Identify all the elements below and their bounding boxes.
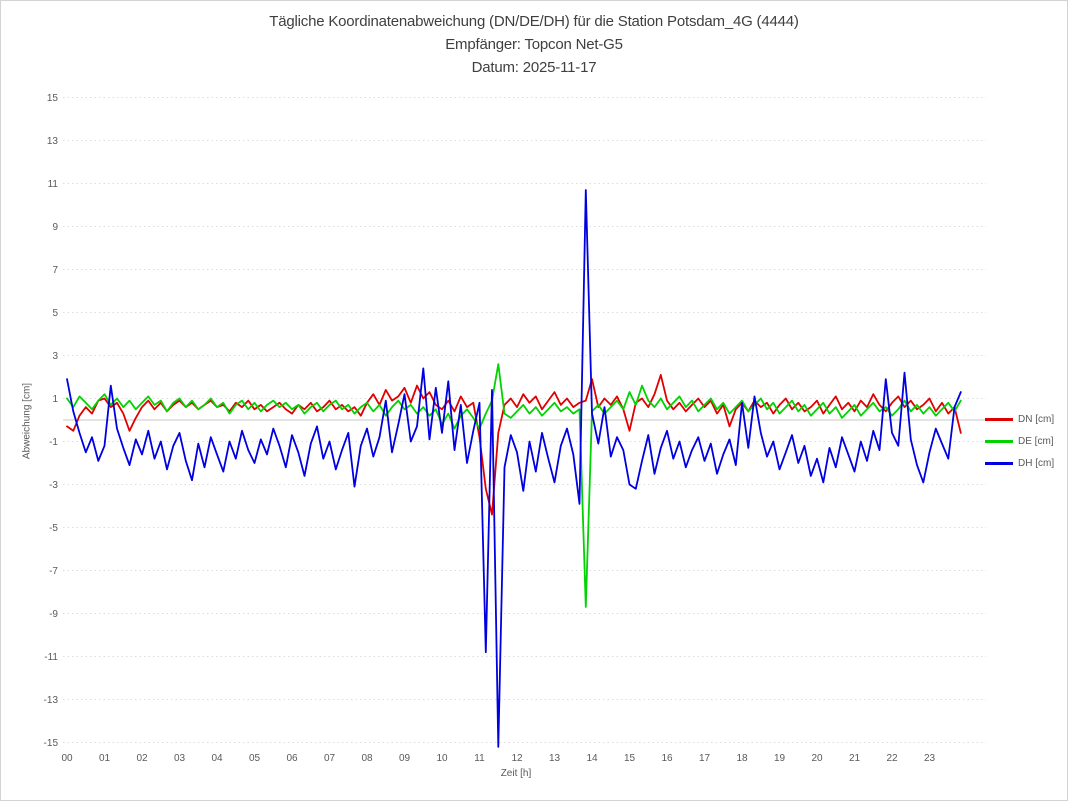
series-line-de: [66, 363, 962, 608]
x-tick-label: 20: [811, 753, 823, 764]
x-tick-label: 12: [511, 753, 523, 764]
y-tick-label: 9: [52, 222, 58, 233]
y-tick-label: -1: [49, 437, 58, 448]
x-tick-label: 02: [136, 753, 148, 764]
x-tick-label: 17: [699, 753, 711, 764]
chart-title-block: Tägliche Koordinatenabweichung (DN/DE/DH…: [1, 10, 1067, 79]
x-tick-label: 08: [361, 753, 373, 764]
legend-swatch-dn: [985, 417, 1013, 421]
y-tick-label: -7: [49, 566, 58, 577]
x-tick-label: 19: [774, 753, 786, 764]
legend-label-de: DE [cm]: [1018, 435, 1054, 447]
x-tick-label: 10: [436, 753, 448, 764]
y-tick-label: 3: [52, 351, 58, 362]
legend-label-dh: DH [cm]: [1018, 457, 1055, 469]
y-tick-label: 7: [52, 265, 58, 276]
legend-label-dn: DN [cm]: [1018, 413, 1055, 425]
legend: DN [cm] DE [cm] DH [cm]: [985, 408, 1054, 474]
legend-item-dh: DH [cm]: [985, 452, 1054, 474]
x-tick-label: 18: [736, 753, 748, 764]
legend-swatch-dh: [985, 461, 1013, 465]
y-axis-title: Abweichung [cm]: [21, 382, 33, 460]
y-tick-label: -3: [49, 480, 58, 491]
y-tick-label: -13: [44, 695, 59, 706]
chart-title: Tägliche Koordinatenabweichung (DN/DE/DH…: [269, 13, 799, 30]
x-tick-label: 14: [586, 753, 598, 764]
x-tick-label: 06: [286, 753, 298, 764]
y-tick-label: 15: [47, 93, 59, 104]
legend-item-dn: DN [cm]: [985, 408, 1054, 430]
x-tick-label: 07: [324, 753, 336, 764]
y-tick-label: -15: [44, 738, 59, 749]
x-tick-label: 11: [474, 753, 485, 764]
y-tick-label: -5: [49, 523, 58, 534]
chart-subtitle-date: Datum: 2025-11-17: [471, 59, 597, 76]
y-tick-label: 5: [52, 308, 58, 319]
x-tick-label: 16: [661, 753, 673, 764]
x-tick-label: 15: [624, 753, 636, 764]
x-tick-label: 22: [886, 753, 898, 764]
series-line-dn: [66, 373, 962, 516]
x-tick-label: 21: [849, 753, 861, 764]
y-tick-label: -11: [44, 652, 58, 663]
series-line-dh: [66, 189, 962, 748]
x-axis-title: Zeit [h]: [500, 768, 532, 779]
y-tick-label: -9: [49, 609, 58, 620]
x-tick-label: 05: [249, 753, 261, 764]
x-tick-label: 00: [61, 753, 73, 764]
x-tick-label: 13: [549, 753, 561, 764]
legend-swatch-de: [985, 439, 1013, 443]
y-tick-label: 13: [47, 136, 59, 147]
x-tick-label: 23: [924, 753, 936, 764]
x-tick-label: 01: [99, 753, 111, 764]
chart-subtitle-receiver: Empfänger: Topcon Net-G5: [445, 36, 623, 53]
y-tick-label: 1: [52, 394, 58, 405]
x-tick-label: 03: [174, 753, 186, 764]
legend-item-de: DE [cm]: [985, 430, 1054, 452]
y-tick-label: 11: [48, 179, 59, 190]
x-tick-label: 04: [211, 753, 223, 764]
x-tick-label: 09: [399, 753, 411, 764]
